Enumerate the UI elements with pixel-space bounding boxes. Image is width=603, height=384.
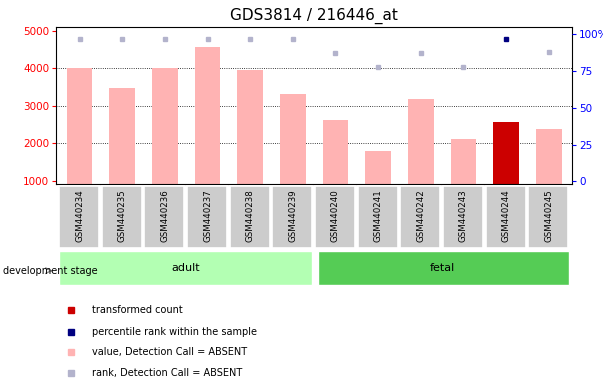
Text: development stage: development stage	[3, 266, 98, 276]
Bar	[493, 122, 519, 184]
Title: GDS3814 / 216446_at: GDS3814 / 216446_at	[230, 8, 398, 24]
Text: GSM440243: GSM440243	[459, 189, 468, 242]
Bar	[280, 94, 306, 184]
Bar	[59, 251, 312, 285]
Bar	[144, 185, 185, 248]
Text: GSM440234: GSM440234	[75, 189, 84, 242]
Bar	[408, 99, 434, 184]
Bar	[318, 251, 569, 285]
Bar	[102, 185, 142, 248]
Bar	[485, 185, 526, 248]
Text: GSM440245: GSM440245	[545, 189, 554, 242]
Bar	[400, 185, 440, 248]
Bar	[358, 185, 398, 248]
Bar	[273, 185, 312, 248]
Bar	[536, 129, 561, 184]
Bar	[528, 185, 569, 248]
Bar	[443, 185, 483, 248]
Text: adult: adult	[172, 263, 201, 273]
Text: GSM440240: GSM440240	[331, 189, 340, 242]
Text: rank, Detection Call = ABSENT: rank, Detection Call = ABSENT	[92, 368, 242, 378]
Text: GSM440237: GSM440237	[203, 189, 212, 242]
Text: GSM440235: GSM440235	[118, 189, 127, 242]
Bar	[59, 185, 99, 248]
Bar	[230, 185, 270, 248]
Bar	[109, 88, 135, 184]
Bar	[195, 48, 220, 184]
Text: fetal: fetal	[429, 263, 455, 273]
Text: GSM440239: GSM440239	[288, 189, 297, 242]
Bar	[315, 185, 355, 248]
Text: GSM440244: GSM440244	[502, 189, 511, 242]
Bar	[323, 120, 349, 184]
Text: value, Detection Call = ABSENT: value, Detection Call = ABSENT	[92, 348, 247, 358]
Text: GSM440238: GSM440238	[245, 189, 254, 242]
Bar	[152, 68, 178, 184]
Text: GSM440241: GSM440241	[374, 189, 383, 242]
Text: percentile rank within the sample: percentile rank within the sample	[92, 327, 257, 337]
Bar	[187, 185, 227, 248]
Text: transformed count: transformed count	[92, 305, 183, 315]
Bar	[365, 151, 391, 184]
Text: GSM440242: GSM440242	[416, 189, 425, 242]
Bar	[450, 139, 476, 184]
Bar	[238, 70, 263, 184]
Text: GSM440236: GSM440236	[160, 189, 169, 242]
Bar	[67, 68, 92, 184]
